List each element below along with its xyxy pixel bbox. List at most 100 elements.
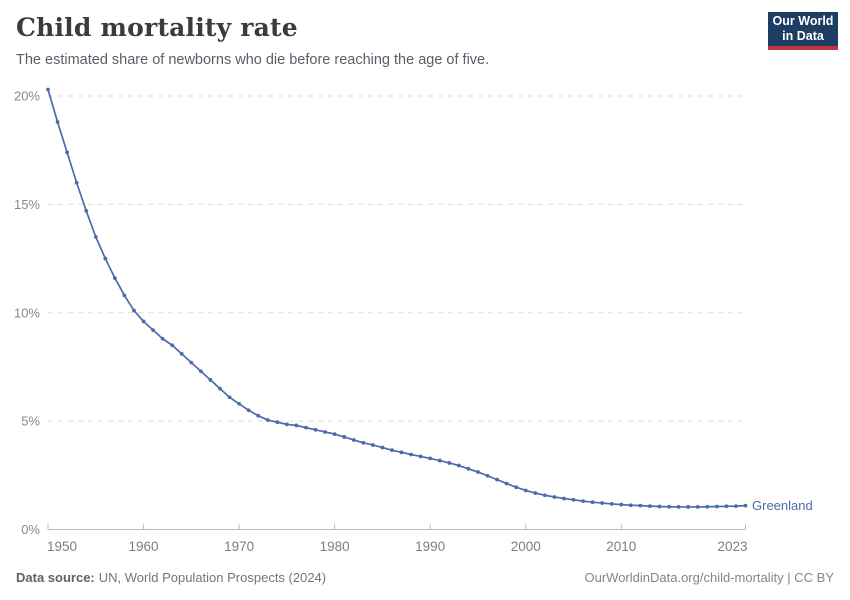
x-tick-label: 1960 bbox=[129, 539, 159, 554]
y-tick-label: 0% bbox=[21, 522, 40, 537]
page-subtitle: The estimated share of newborns who die … bbox=[16, 52, 490, 68]
data-point bbox=[112, 276, 117, 280]
data-point bbox=[485, 473, 490, 478]
data-point bbox=[141, 319, 146, 324]
data-point bbox=[237, 401, 241, 406]
series-label-greenland: Greenland bbox=[752, 498, 813, 513]
data-point bbox=[619, 502, 624, 507]
data-point bbox=[581, 499, 585, 504]
data-point bbox=[390, 448, 394, 453]
owid-logo-line2: in Data bbox=[782, 29, 824, 43]
data-point bbox=[351, 438, 356, 442]
data-point bbox=[55, 120, 60, 124]
data-point bbox=[590, 500, 595, 505]
owid-logo[interactable]: Our World in Data bbox=[768, 12, 838, 50]
page-title: Child mortality rate bbox=[16, 13, 298, 42]
data-point bbox=[208, 378, 213, 382]
data-point bbox=[695, 505, 700, 509]
license-link[interactable]: OurWorldinData.org/child-mortality | CC … bbox=[584, 570, 835, 585]
data-point bbox=[523, 488, 528, 493]
data-point bbox=[151, 328, 156, 332]
data-point bbox=[734, 504, 738, 508]
data-point bbox=[609, 502, 614, 506]
data-point bbox=[542, 493, 547, 498]
data-point bbox=[428, 456, 433, 461]
data-point bbox=[93, 234, 98, 239]
data-point bbox=[600, 501, 605, 505]
data-point bbox=[74, 180, 79, 185]
greenland-line-series bbox=[47, 89, 746, 508]
data-point bbox=[686, 505, 691, 509]
data-point bbox=[504, 481, 509, 486]
data-point bbox=[514, 485, 519, 490]
data-point bbox=[361, 440, 366, 445]
data-point bbox=[399, 450, 404, 455]
data-point bbox=[409, 452, 413, 457]
data-point bbox=[198, 369, 203, 374]
data-point bbox=[676, 505, 681, 509]
data-source: Data source: UN, World Population Prospec… bbox=[16, 570, 326, 585]
data-point bbox=[122, 293, 127, 298]
data-point bbox=[648, 504, 652, 508]
data-point bbox=[160, 336, 165, 341]
data-point bbox=[533, 491, 538, 495]
data-point bbox=[246, 408, 251, 413]
data-point bbox=[265, 418, 270, 422]
y-tick-label: 15% bbox=[14, 197, 40, 212]
x-tick-label: 2000 bbox=[511, 539, 541, 554]
data-point bbox=[304, 425, 308, 430]
data-point bbox=[218, 386, 222, 391]
chart-header: Child mortality rate The estimated share… bbox=[0, 0, 850, 80]
data-point bbox=[667, 504, 671, 509]
data-point bbox=[313, 427, 318, 432]
data-point bbox=[562, 496, 566, 501]
data-point bbox=[65, 150, 70, 155]
data-point bbox=[256, 413, 261, 418]
data-point bbox=[657, 504, 662, 509]
x-tick-label: 1970 bbox=[224, 539, 254, 554]
data-point bbox=[275, 420, 280, 425]
data-point bbox=[179, 352, 184, 356]
data-point bbox=[628, 503, 633, 508]
data-point bbox=[495, 477, 499, 482]
data-point bbox=[332, 432, 337, 437]
data-point bbox=[724, 504, 729, 509]
data-point bbox=[418, 454, 423, 459]
data-point bbox=[84, 208, 89, 213]
data-source-label: Data source: bbox=[16, 570, 95, 585]
data-point bbox=[638, 503, 643, 508]
data-point bbox=[294, 423, 299, 428]
x-tick-label: 2010 bbox=[606, 539, 636, 554]
data-point bbox=[132, 308, 136, 313]
data-point bbox=[227, 395, 232, 400]
data-point bbox=[447, 461, 452, 465]
data-point bbox=[552, 495, 557, 499]
data-source-text: UN, World Population Prospects (2024) bbox=[98, 570, 327, 585]
data-point bbox=[466, 466, 471, 471]
data-point bbox=[284, 422, 289, 427]
data-point bbox=[743, 503, 748, 508]
y-tick-label: 10% bbox=[14, 305, 40, 320]
data-point bbox=[437, 458, 442, 463]
data-point bbox=[476, 470, 480, 474]
y-tick-label: 5% bbox=[21, 414, 40, 429]
y-tick-label: 20% bbox=[14, 89, 40, 104]
data-point bbox=[46, 87, 50, 92]
data-point bbox=[189, 360, 194, 365]
x-tick-label: 1980 bbox=[320, 539, 350, 554]
data-point bbox=[323, 430, 327, 434]
x-tick-label: 1990 bbox=[415, 539, 445, 554]
data-point bbox=[380, 445, 385, 450]
data-point bbox=[705, 504, 710, 509]
x-tick-label: 1950 bbox=[47, 539, 77, 554]
chart-footer: Data source: UN, World Population Prospec… bbox=[16, 570, 834, 585]
data-point bbox=[370, 443, 375, 447]
data-point bbox=[103, 256, 108, 261]
data-point bbox=[714, 504, 719, 509]
data-point bbox=[571, 497, 576, 502]
data-point bbox=[456, 463, 461, 468]
x-tick-label: 2023 bbox=[717, 539, 747, 554]
owid-logo-line1: Our World bbox=[772, 14, 834, 29]
